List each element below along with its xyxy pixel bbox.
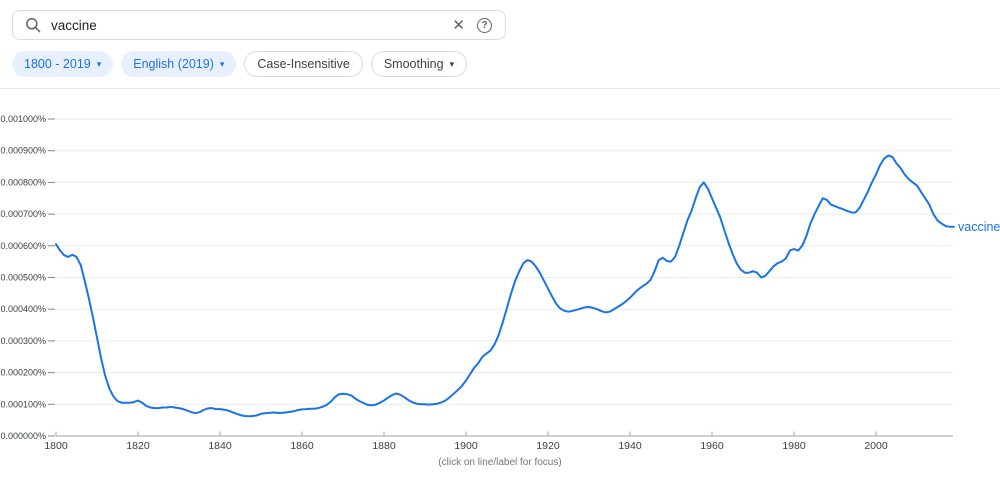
- filter-chips: 1800 - 2019 ▾ English (2019) ▾ Case-Inse…: [12, 51, 468, 77]
- series-line-vaccine[interactable]: [55, 154, 955, 418]
- chart-hint: (click on line/label for focus): [438, 457, 562, 468]
- x-tick-label: 2000: [864, 440, 888, 452]
- clear-icon[interactable]: ✕: [452, 16, 465, 34]
- x-tick-label: 1820: [126, 440, 150, 452]
- chip-case-insensitive-label: Case-Insensitive: [257, 57, 350, 71]
- y-tick-label: 0.000500%: [0, 273, 46, 283]
- chart-area: 0.000000% 0.000100% 0.000200% 0.000300% 0.00…: [0, 90, 1000, 479]
- y-tick-label: 0.000900%: [0, 146, 46, 156]
- y-tick-label: 0.000200%: [0, 368, 46, 378]
- y-tick-label: 0.000800%: [0, 177, 46, 187]
- y-tick-label: 0.000600%: [0, 241, 46, 251]
- ngram-chart: 0.000000% 0.000100% 0.000200% 0.000300% 0.00…: [0, 114, 1000, 452]
- search-box[interactable]: ✕ ?: [12, 10, 506, 40]
- search-icon: [26, 18, 41, 33]
- y-tick-label: 0.000000%: [0, 431, 46, 441]
- x-tick-label: 1960: [700, 440, 724, 452]
- y-tick-label: 0.000300%: [0, 336, 46, 346]
- series-label[interactable]: vaccine: [958, 220, 1000, 234]
- x-tick-label: 1860: [290, 440, 314, 452]
- x-tick-label: 1980: [782, 440, 806, 452]
- chevron-down-icon: ▾: [219, 58, 225, 69]
- x-tick-label: 1940: [618, 440, 642, 452]
- search-input[interactable]: [51, 17, 441, 33]
- y-tick-label: 0.001000%: [0, 114, 46, 124]
- y-tick-label: 0.000700%: [0, 209, 46, 219]
- chip-smoothing-label: Smoothing: [383, 57, 444, 71]
- chevron-down-icon: ▾: [449, 58, 455, 69]
- y-tick-label: 0.000100%: [0, 399, 46, 409]
- chip-smoothing[interactable]: Smoothing ▾: [370, 51, 468, 77]
- chip-case-insensitive[interactable]: Case-Insensitive: [244, 51, 363, 77]
- chip-corpus[interactable]: English (2019) ▾: [121, 51, 237, 77]
- chip-year-range-label: 1800 - 2019: [24, 57, 91, 71]
- x-tick-label: 1900: [454, 440, 478, 452]
- x-tick-label: 1840: [208, 440, 232, 452]
- x-tick-label: 1800: [44, 440, 68, 452]
- header: ✕ ? 1800 - 2019 ▾ English (2019) ▾ Case-…: [0, 0, 1000, 89]
- help-icon[interactable]: ?: [477, 17, 492, 33]
- x-tick-label: 1880: [372, 440, 396, 452]
- x-tick-label: 1920: [536, 440, 560, 452]
- chip-year-range[interactable]: 1800 - 2019 ▾: [12, 51, 114, 77]
- chip-corpus-label: English (2019): [133, 57, 214, 71]
- y-tick-label: 0.000400%: [0, 304, 46, 314]
- chevron-down-icon: ▾: [96, 58, 102, 69]
